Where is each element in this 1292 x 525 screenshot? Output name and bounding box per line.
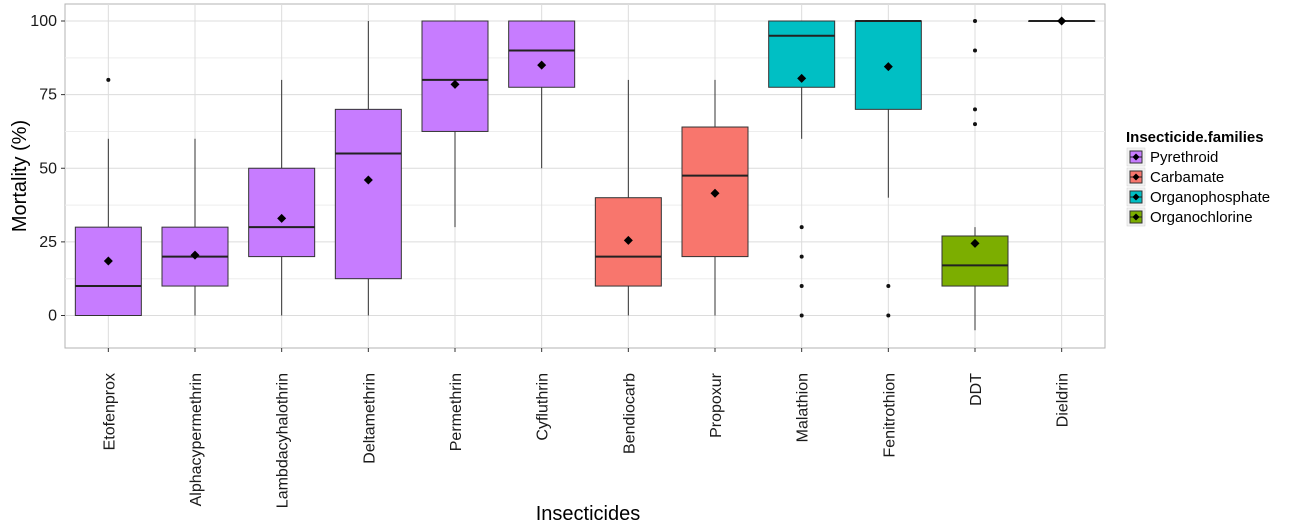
legend-item-organophosphate: Organophosphate — [1126, 187, 1270, 207]
x-tick-label: Fenitrothion — [881, 373, 898, 458]
box-body — [248, 167, 316, 258]
box-permethrin — [421, 20, 489, 228]
legend-title: Insecticide.families — [1126, 129, 1264, 146]
mean-marker — [710, 188, 720, 198]
outlier-point — [886, 284, 891, 289]
legend-mean-marker — [1132, 173, 1140, 181]
box-dieldrin — [1028, 16, 1096, 26]
plot-panel — [64, 3, 1106, 349]
box-bendiocarb — [594, 79, 662, 316]
mean-marker — [450, 79, 460, 89]
x-tick-label: Malathion — [795, 373, 812, 442]
outlier-point — [886, 313, 891, 318]
x-tick-label: Etofenprox — [101, 373, 118, 450]
x-tick-label: Bendiocarb — [621, 373, 638, 454]
mean-marker — [277, 213, 287, 223]
mean-marker — [1057, 16, 1067, 26]
y-tick-label: 0 — [48, 308, 57, 325]
mean-marker — [970, 238, 980, 248]
box-cyfluthrin — [508, 20, 576, 169]
outlier-point — [799, 225, 804, 230]
box-body — [421, 20, 489, 132]
legend-label: Organophosphate — [1150, 189, 1270, 206]
mean-marker — [797, 73, 807, 83]
outlier-point — [973, 48, 977, 53]
x-axis-ticks: Etofenprox Alphacypermethrin Lambdacyhalot… — [101, 348, 1072, 508]
y-tick-label: 25 — [39, 234, 57, 251]
outlier-point — [799, 284, 804, 289]
box-malathion — [768, 20, 836, 318]
outlier-point — [973, 107, 977, 112]
mean-marker — [363, 175, 373, 185]
x-tick-label: DDT — [968, 373, 985, 406]
boxes-layer — [74, 16, 1096, 331]
legend-item-pyrethroid: Pyrethroid — [1126, 147, 1218, 167]
box-lambdacyhalothrin — [248, 79, 316, 316]
box-body — [334, 108, 402, 280]
y-axis-title: Mortality (%) — [9, 120, 31, 232]
box-fenitrothion — [854, 20, 922, 318]
y-tick-label: 75 — [39, 87, 57, 104]
box-propoxur — [681, 79, 749, 316]
legend-item-carbamate: Carbamate — [1126, 167, 1224, 187]
legend-label: Carbamate — [1150, 169, 1224, 186]
box-alphacypermethrin — [161, 138, 229, 316]
mean-marker — [623, 235, 633, 245]
outlier-point — [799, 254, 804, 259]
x-tick-label: Deltamethrin — [361, 373, 378, 464]
mean-marker — [537, 60, 547, 70]
y-tick-label: 50 — [39, 160, 57, 177]
legend-label: Organochlorine — [1150, 209, 1253, 226]
outlier-point — [106, 77, 111, 82]
x-tick-label: Alphacypermethrin — [188, 373, 205, 506]
legend-mean-marker — [1132, 213, 1140, 221]
outlier-point — [973, 122, 977, 127]
legend-mean-marker — [1132, 153, 1140, 161]
legend: Insecticide.families Pyrethroid Carbamate… — [1126, 129, 1270, 227]
x-tick-label: Propoxur — [708, 372, 725, 438]
legend-item-organochlorine: Organochlorine — [1126, 207, 1253, 227]
mean-marker — [883, 62, 893, 72]
x-tick-label: Lambdacyhalothrin — [275, 373, 292, 508]
box-deltamethrin — [334, 21, 402, 316]
outlier-point — [799, 313, 804, 318]
box-ddt — [941, 19, 1009, 331]
outlier-point — [973, 19, 977, 23]
mean-marker — [103, 256, 113, 266]
x-tick-label: Cyfluthrin — [535, 373, 552, 441]
box-body — [74, 226, 142, 316]
x-tick-label: Dieldrin — [1055, 373, 1072, 427]
legend-mean-marker — [1132, 193, 1140, 201]
y-axis-ticks: 0 25 50 75 100 — [30, 13, 65, 325]
legend-label: Pyrethroid — [1150, 149, 1218, 166]
x-tick-label: Permethrin — [448, 373, 465, 451]
x-axis-title: Insecticides — [536, 503, 641, 525]
box-etofenprox — [74, 77, 142, 316]
mean-marker — [190, 250, 200, 260]
y-tick-label: 100 — [30, 13, 57, 30]
box-body — [508, 20, 576, 88]
